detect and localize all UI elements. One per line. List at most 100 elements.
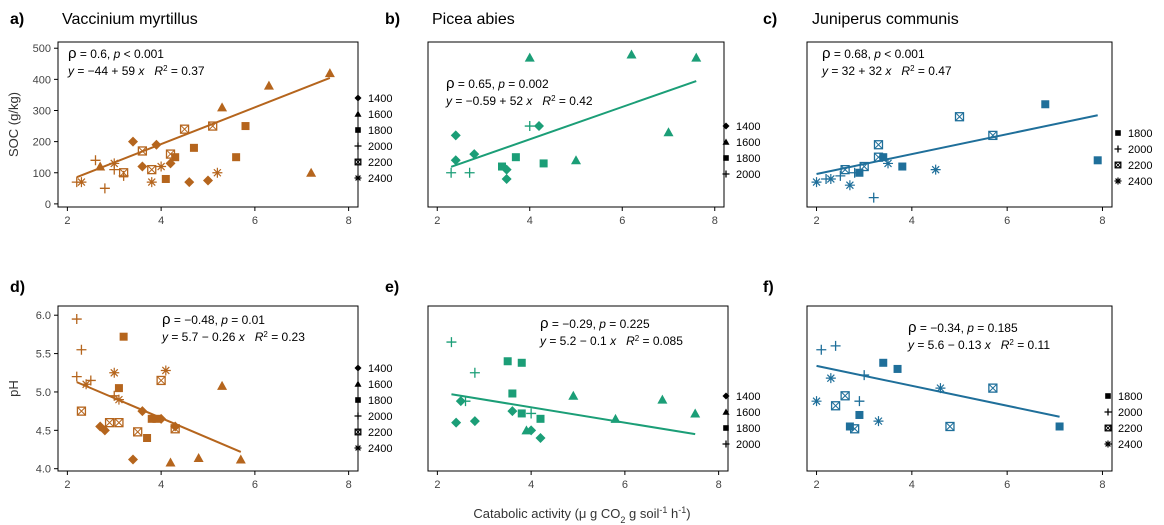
panel-title: Picea abies: [432, 11, 515, 28]
legend-label: 1600: [368, 109, 392, 121]
legend-marker-1400: [722, 122, 730, 130]
data-point: [517, 358, 526, 367]
data-point: [161, 174, 170, 183]
data-point: [690, 408, 701, 418]
data-point: [850, 424, 860, 434]
x-tick-label: 8: [346, 479, 352, 491]
data-point: [844, 180, 855, 191]
data-point: [118, 168, 129, 178]
panel-f: 2 4 6 8 f) ρ = −0.34, p = 0.185 y = 5.6 − 0.13…: [763, 279, 1142, 491]
legend-label: 2400: [368, 443, 392, 455]
panel-e: 2 4 6 8 e) ρ = −0.29, p = 0.225 y = 5.2 − 0.1 …: [385, 279, 760, 491]
x-tick-label: 6: [1004, 479, 1010, 491]
data-point: [610, 413, 621, 423]
data-point: [147, 414, 156, 423]
data-point: [99, 183, 110, 194]
legend-marker-2400: [354, 444, 362, 452]
data-point: [81, 379, 92, 390]
data-point: [90, 155, 101, 166]
x-tick-label: 4: [527, 215, 533, 227]
data-point: [988, 383, 998, 393]
data-point: [691, 52, 702, 62]
panel-frame-d: [57, 305, 359, 472]
x-tick-label: 2: [813, 215, 819, 227]
data-point: [171, 153, 180, 162]
data-point: [568, 390, 579, 400]
panel-letter: f): [763, 279, 774, 296]
legend-label: 2000: [368, 141, 392, 153]
data-point: [879, 358, 888, 367]
legend-label: 1800: [736, 153, 760, 165]
data-point: [156, 161, 167, 172]
panel-d: 2 4 6 8 4.0 4.5 5.0 5.5 6.0 pH d) ρ = −0.48, p = 0.…: [6, 279, 392, 491]
x-tick-label: 2: [434, 215, 440, 227]
data-point: [446, 167, 457, 178]
data-point: [988, 130, 998, 141]
legend-label: 1600: [368, 379, 392, 391]
data-point: [534, 121, 544, 132]
data-point: [469, 149, 480, 160]
data-point: [151, 139, 162, 150]
data-point: [830, 340, 841, 351]
data-point: [811, 177, 822, 188]
stat-equation: y = −44 + 59 x R2 = 0.37: [67, 64, 205, 79]
y-tick-label: 200: [33, 137, 51, 149]
x-tick-label: 6: [252, 215, 258, 227]
legend-label: 2200: [1128, 160, 1152, 172]
data-point: [241, 122, 250, 131]
regression-line: [450, 80, 697, 168]
x-tick-label: 6: [622, 479, 628, 491]
data-point: [840, 164, 850, 175]
data-point: [498, 162, 506, 171]
data-point: [137, 161, 148, 172]
data-point: [114, 384, 123, 393]
panel-letter: e): [385, 279, 399, 296]
data-point: [524, 52, 535, 62]
data-point: [1041, 100, 1050, 109]
panel-letter: c): [763, 11, 777, 28]
data-point: [451, 417, 462, 428]
legend-marker-2000: [722, 170, 730, 178]
data-point: [536, 414, 545, 423]
data-point: [165, 457, 176, 467]
data-point: [535, 433, 546, 443]
data-point: [859, 161, 869, 172]
legend-label: 1600: [736, 137, 760, 149]
data-point: [208, 121, 218, 131]
data-point: [76, 344, 87, 355]
data-point: [898, 162, 907, 171]
data-point: [873, 416, 884, 427]
data-point: [446, 337, 457, 348]
data-point: [460, 396, 471, 407]
legend-label: 2400: [1118, 439, 1142, 451]
data-point: [469, 367, 480, 378]
data-point: [113, 394, 124, 405]
panel-frame-b: [427, 41, 725, 208]
y-tick-label: 5.5: [36, 349, 51, 361]
x-tick-label: 2: [64, 215, 70, 227]
y-tick-label: 6.0: [36, 310, 51, 322]
stat-rho: ρ = −0.48, p = 0.01: [162, 311, 265, 328]
legend-marker-2000: [354, 142, 362, 150]
data-point: [1055, 422, 1064, 431]
legend-marker-1800: [1115, 130, 1121, 136]
data-point: [835, 170, 846, 181]
legend-label: 2400: [368, 173, 392, 185]
x-tick-label: 2: [434, 479, 440, 491]
legend-marker-2400: [1104, 440, 1112, 448]
legend-marker-1400: [354, 364, 362, 372]
panel-letter: d): [10, 279, 25, 296]
data-point: [511, 153, 520, 162]
legend-label: 2200: [368, 157, 392, 169]
y-tick-label: 5.0: [36, 387, 51, 399]
x-tick-label: 6: [619, 215, 625, 227]
data-point: [193, 452, 204, 462]
data-point: [840, 391, 850, 401]
data-point: [128, 454, 138, 465]
y-tick-label: 300: [33, 105, 51, 117]
legend-label: 1400: [368, 363, 392, 375]
data-point: [469, 416, 480, 427]
legend-marker-1800: [355, 397, 361, 403]
y-tick-label: 0: [45, 199, 51, 211]
data-point: [104, 418, 115, 428]
